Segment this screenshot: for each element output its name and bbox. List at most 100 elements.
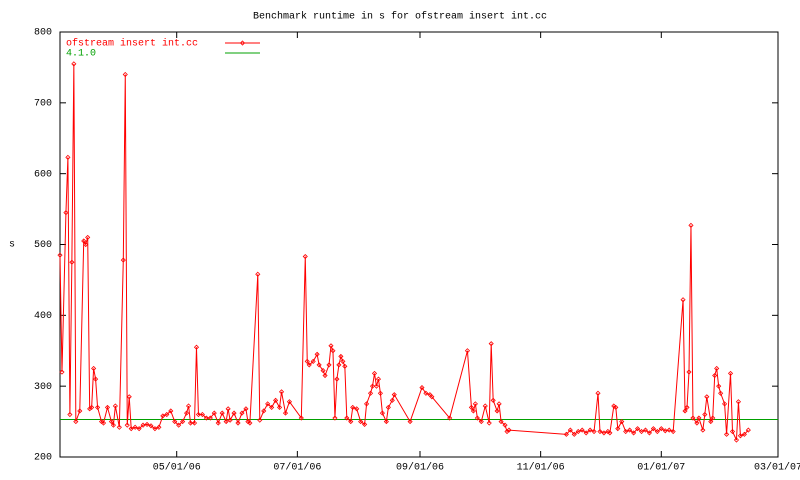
- data-point: [601, 430, 607, 436]
- data-point: [696, 415, 702, 421]
- data-point: [595, 390, 601, 396]
- data-point: [607, 430, 613, 436]
- data-point: [261, 408, 267, 414]
- data-point: [502, 422, 508, 428]
- data-point: [682, 408, 688, 414]
- data-point: [180, 419, 186, 425]
- data-point: [423, 390, 429, 396]
- data-point: [340, 358, 346, 364]
- data-point: [132, 424, 138, 430]
- data-point: [587, 427, 593, 433]
- data-point: [124, 422, 130, 428]
- data-point: [298, 415, 304, 421]
- data-point: [716, 383, 722, 389]
- data-point: [613, 404, 619, 410]
- data-point: [310, 358, 316, 364]
- data-point: [638, 428, 645, 435]
- data-point: [306, 362, 312, 368]
- data-point: [686, 369, 692, 375]
- data-point: [276, 404, 283, 410]
- x-tick-label: 03/01/07: [754, 462, 800, 474]
- data-point: [597, 428, 603, 435]
- data-point: [65, 154, 71, 160]
- data-point: [342, 363, 348, 369]
- data-point: [654, 428, 660, 435]
- data-point: [741, 431, 747, 437]
- data-point: [631, 430, 637, 436]
- data-point: [350, 404, 356, 410]
- data-point: [73, 419, 79, 425]
- data-point: [304, 358, 310, 364]
- data-point: [302, 253, 308, 260]
- data-point: [482, 403, 488, 409]
- data-point: [152, 426, 158, 432]
- data-point: [320, 368, 326, 374]
- data-point: [168, 408, 174, 414]
- data-point: [278, 389, 285, 395]
- data-point: [354, 406, 360, 412]
- data-point: [429, 394, 435, 400]
- data-point: [634, 426, 641, 432]
- x-tick-label: 07/01/06: [273, 462, 321, 474]
- data-point: [737, 433, 743, 439]
- data-point: [203, 415, 209, 421]
- data-point: [468, 404, 474, 410]
- plot-frame: [59, 31, 779, 458]
- data-point: [571, 431, 577, 437]
- data-point: [126, 394, 132, 400]
- data-point: [269, 404, 275, 410]
- data-point: [367, 390, 374, 396]
- data-point: [472, 401, 478, 407]
- data-point: [219, 410, 225, 416]
- legend-marker: [239, 40, 246, 46]
- data-point: [579, 427, 585, 433]
- data-point: [71, 61, 77, 67]
- data-point: [322, 372, 328, 379]
- data-point: [81, 238, 87, 244]
- data-point: [164, 411, 170, 418]
- data-point: [488, 341, 494, 347]
- series-line: [59, 63, 749, 441]
- y-tick-label: 600: [34, 169, 52, 180]
- y-tick-label: 400: [34, 311, 52, 322]
- data-point: [563, 431, 569, 437]
- data-point: [364, 401, 370, 407]
- data-point: [623, 428, 629, 435]
- data-point: [722, 401, 728, 407]
- data-point: [93, 376, 99, 382]
- y-tick-label: 700: [34, 98, 52, 109]
- data-point: [187, 420, 194, 426]
- data-point: [334, 376, 340, 382]
- data-point: [591, 428, 597, 435]
- data-point: [207, 415, 213, 421]
- data-point: [215, 420, 221, 426]
- data-point: [494, 408, 500, 414]
- y-tick-label: 800: [34, 28, 52, 39]
- data-point: [231, 410, 237, 416]
- data-point: [239, 410, 245, 416]
- data-point: [122, 71, 128, 78]
- data-point: [735, 399, 742, 405]
- data-point: [257, 417, 263, 423]
- data-point: [702, 411, 708, 418]
- data-point: [666, 427, 672, 433]
- data-point: [112, 403, 118, 409]
- data-point: [172, 419, 178, 425]
- data-point: [729, 428, 736, 435]
- data-point: [110, 422, 116, 428]
- data-point: [108, 419, 114, 425]
- data-point: [504, 428, 510, 435]
- data-point: [338, 353, 344, 359]
- data-point: [160, 413, 166, 419]
- data-point: [100, 420, 107, 426]
- data-point: [140, 422, 146, 428]
- data-point: [391, 392, 397, 398]
- data-point: [104, 404, 111, 410]
- data-point: [474, 415, 480, 421]
- data-point: [286, 399, 293, 405]
- data-point: [184, 410, 190, 416]
- data-point: [714, 365, 720, 372]
- data-point: [330, 348, 336, 354]
- chart-title: Benchmark runtime in s for ofstream inse…: [253, 11, 547, 23]
